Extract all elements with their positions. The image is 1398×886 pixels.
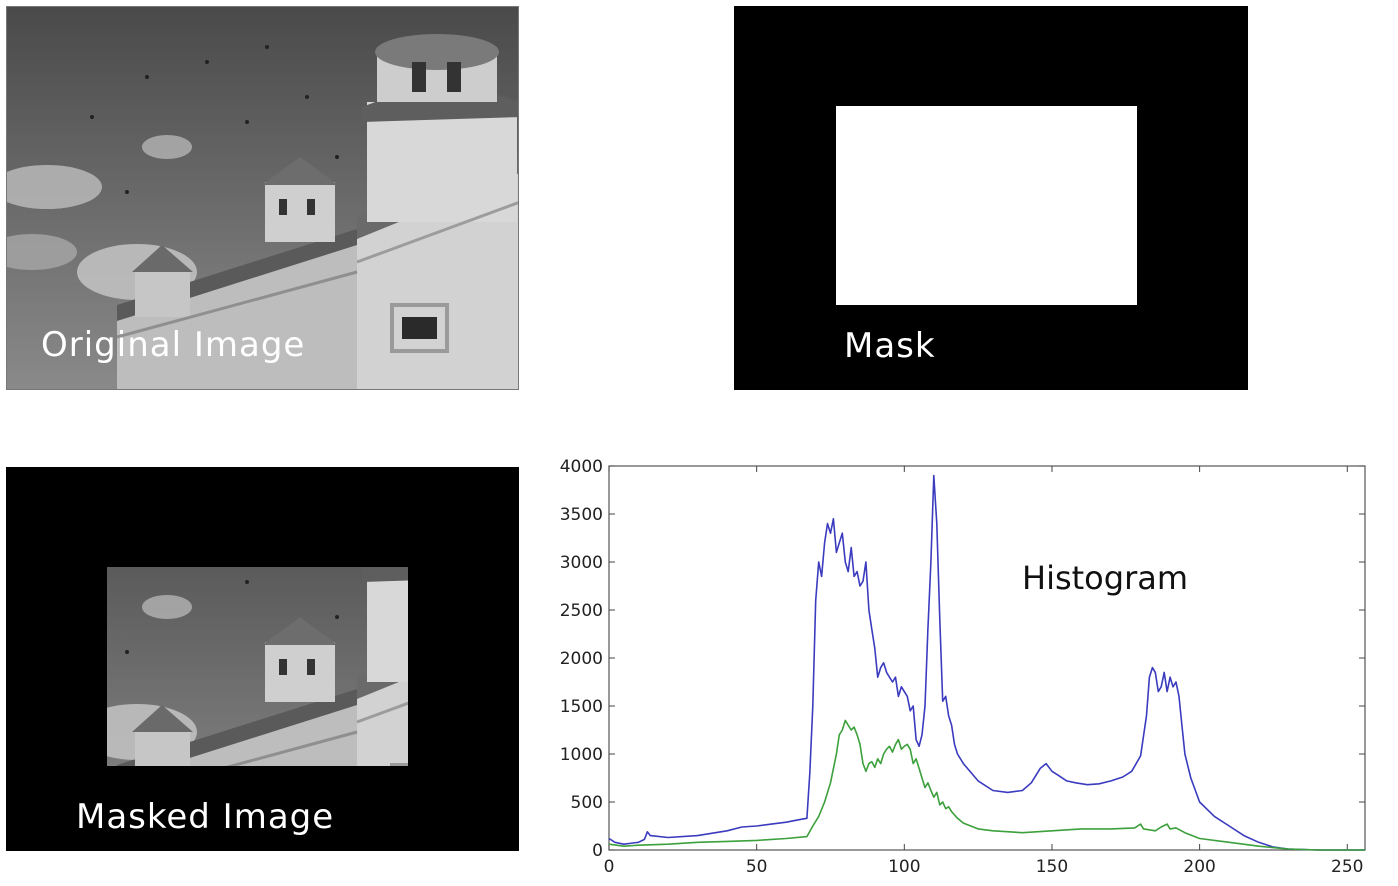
x-tick-label: 0 bbox=[604, 857, 615, 877]
x-tick-label: 50 bbox=[746, 857, 768, 877]
histogram-chart: 0 500 1000 1500 2000 2500 3000 3500 4000 0 50 100 1… bbox=[560, 457, 1366, 877]
y-tick-label: 500 bbox=[571, 793, 603, 813]
y-axis: 0 500 1000 1500 2000 2500 3000 3500 4000 bbox=[560, 457, 1365, 861]
masked-photo bbox=[107, 567, 408, 766]
series-line-0 bbox=[608, 474, 1365, 851]
y-tick-label: 4000 bbox=[560, 457, 603, 477]
x-tick-label: 250 bbox=[1331, 857, 1363, 877]
y-tick-label: 0 bbox=[592, 841, 603, 861]
series-group bbox=[608, 474, 1365, 851]
y-tick-label: 2500 bbox=[560, 601, 603, 621]
x-tick-label: 200 bbox=[1183, 857, 1215, 877]
y-tick-label: 2000 bbox=[560, 649, 603, 669]
histogram-panel: 0 500 1000 1500 2000 2500 3000 3500 4000 0 50 100 1… bbox=[540, 452, 1390, 884]
original-image-caption: Original Image bbox=[41, 325, 306, 365]
y-tick-label: 3500 bbox=[560, 505, 603, 525]
masked-photo-region bbox=[107, 567, 408, 766]
mask-panel: Mask bbox=[734, 6, 1248, 390]
original-image-panel: Original Image bbox=[6, 6, 519, 390]
plot-frame bbox=[608, 465, 1366, 851]
x-tick-label: 150 bbox=[1036, 857, 1068, 877]
y-tick-label: 3000 bbox=[560, 553, 603, 573]
x-tick-label: 100 bbox=[888, 857, 920, 877]
mask-white-region bbox=[836, 106, 1137, 305]
series-line-1 bbox=[608, 719, 1365, 851]
x-axis: 0 50 100 150 200 250 bbox=[604, 466, 1364, 877]
y-tick-label: 1000 bbox=[560, 745, 603, 765]
masked-image-caption: Masked Image bbox=[76, 797, 335, 837]
chart-title: Histogram bbox=[1022, 559, 1188, 597]
y-tick-label: 1500 bbox=[560, 697, 603, 717]
mask-caption: Mask bbox=[844, 326, 936, 366]
masked-image-panel: Masked Image bbox=[6, 467, 519, 851]
